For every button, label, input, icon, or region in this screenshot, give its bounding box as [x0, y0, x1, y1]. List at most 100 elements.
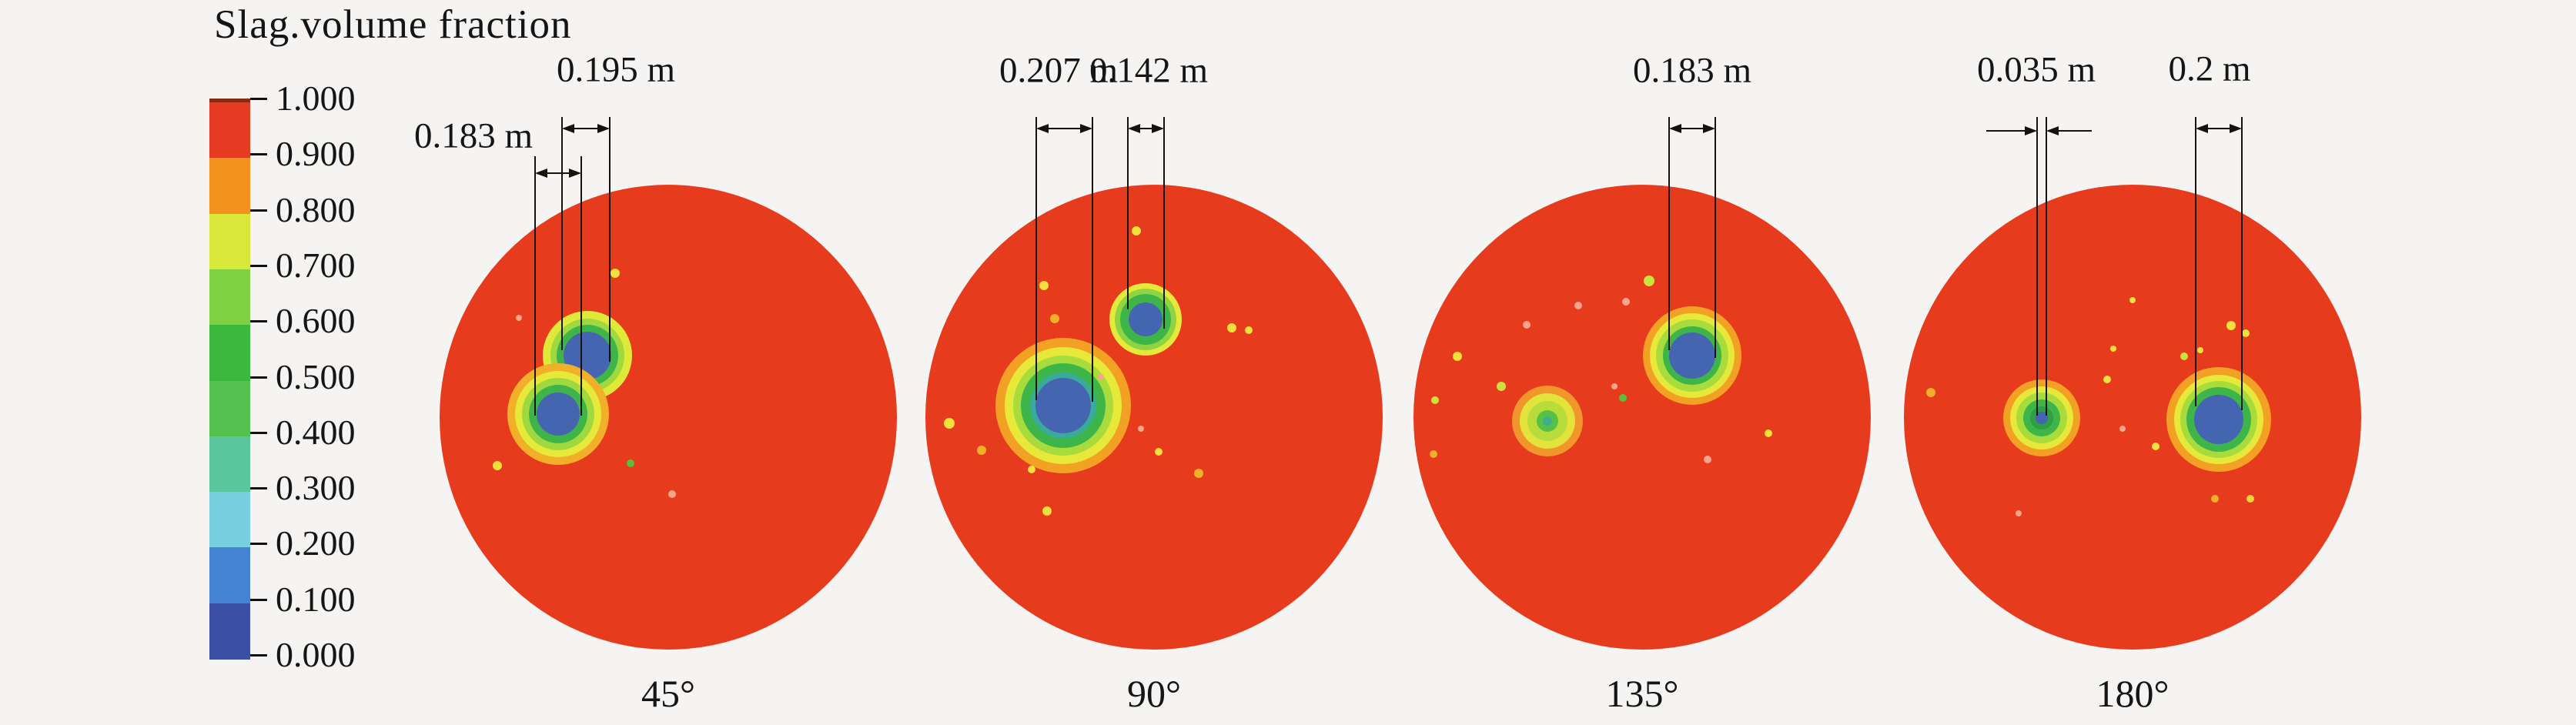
dimension-line: [1715, 117, 1716, 358]
colorbar-label: 0.200: [276, 523, 356, 563]
speckle-dot: [2110, 346, 2116, 352]
dimension-arrowhead-left: [1669, 124, 1681, 133]
dimension-arrow-shaft: [2198, 128, 2240, 129]
speckle-dot: [1431, 396, 1439, 404]
speckle-dot: [1497, 382, 1506, 391]
dimension-line: [580, 156, 582, 416]
colorbar-tick: [250, 209, 267, 212]
colorbar-segment: [209, 158, 250, 215]
angle-label: 45°: [641, 672, 695, 715]
colorbar-segment: [209, 492, 250, 549]
speckle-dot: [2129, 297, 2136, 303]
speckle-dot: [2016, 510, 2022, 516]
dimension-arrowhead-left: [535, 169, 547, 178]
speckle-dot: [1611, 383, 1618, 389]
speckle-dot: [1042, 506, 1052, 516]
dimension-line: [1668, 117, 1670, 350]
colorbar-label: 0.100: [276, 579, 356, 619]
colorbar-tick: [250, 654, 267, 657]
speckle-dot: [1098, 374, 1104, 380]
colorbar-segment: [209, 325, 250, 382]
speckle-dot: [2152, 443, 2159, 450]
colorbar-tick: [250, 320, 267, 323]
colorbar-segment: [209, 547, 250, 604]
speckle-dot: [1039, 281, 1049, 290]
speckle-dot: [1644, 276, 1654, 286]
speckle-dot: [611, 269, 620, 278]
colorbar-tick: [250, 487, 267, 490]
cross-section-circle: [925, 185, 1383, 650]
colorbar-label: 0.800: [276, 189, 356, 229]
angle-label: 180°: [2096, 672, 2170, 715]
dimension-arrowhead-right: [1152, 124, 1164, 133]
dimension-line: [2241, 117, 2243, 410]
colorbar-segment: [209, 603, 250, 660]
speckle-dot: [493, 461, 502, 470]
dimension-arrowhead-left: [562, 124, 574, 133]
angle-label: 90°: [1127, 672, 1181, 715]
dimension-arrowhead-left: [2196, 124, 2208, 133]
cross-section-circle: [1904, 185, 2361, 650]
speckle-dot: [2180, 352, 2188, 360]
speckle-dot: [1050, 314, 1059, 323]
dimension-line: [561, 117, 563, 350]
dimension-extension-left: [1986, 130, 2036, 132]
speckle-dot: [627, 459, 634, 467]
slag-eye-ring: [1543, 416, 1552, 426]
dimension-line: [609, 117, 611, 362]
speckle-dot: [944, 418, 955, 429]
colorbar-tick: [250, 376, 267, 379]
colorbar-label: 0.500: [276, 356, 356, 396]
speckle-dot: [977, 446, 986, 455]
colorbar-label: 0.000: [276, 635, 356, 674]
slag-eye-ring: [1669, 332, 1715, 379]
speckle-dot: [2211, 495, 2219, 503]
colorbar-label: 0.900: [276, 134, 356, 174]
dimension-label: 0.183 m: [1632, 50, 1752, 91]
speckle-dot: [2226, 321, 2236, 330]
slag-eye-ring: [2036, 412, 2048, 424]
dimension-arrowhead-right: [569, 169, 581, 178]
dimension-arrowhead-right: [1080, 124, 1092, 133]
dimension-line: [1163, 117, 1165, 329]
colorbar-tick: [250, 598, 267, 601]
speckle-dot: [1227, 323, 1236, 332]
dimension-arrowhead-right: [2230, 124, 2242, 133]
colorbar-label: 0.300: [276, 468, 356, 508]
dimension-label: 0.035 m: [1976, 49, 2096, 90]
speckle-dot: [1523, 321, 1531, 329]
figure-title: Slag.volume fraction: [214, 2, 572, 47]
speckle-dot: [1132, 226, 1141, 236]
speckle-dot: [668, 490, 676, 498]
colorbar-label: 1.000: [276, 79, 356, 118]
dimension-arrowhead-right: [2046, 126, 2059, 135]
speckle-dot: [1453, 352, 1462, 361]
speckle-dot: [2246, 495, 2254, 503]
speckle-dot: [1155, 448, 1163, 456]
dimension-label: 0.2 m: [2168, 48, 2251, 89]
dimension-arrow-shaft: [1671, 128, 1713, 129]
dimension-line: [2046, 117, 2047, 416]
speckle-dot: [516, 315, 522, 321]
speckle-dot: [2197, 347, 2203, 353]
speckle-dot: [1926, 388, 1935, 397]
dimension-arrowhead-left: [1036, 124, 1049, 133]
colorbar-tick: [250, 153, 267, 156]
dimension-arrowhead-left: [1128, 124, 1140, 133]
dimension-line: [1092, 117, 1093, 402]
speckle-dot: [1028, 466, 1035, 473]
speckle-dot: [1430, 450, 1437, 458]
dimension-arrowhead-right: [597, 124, 610, 133]
dimension-arrowhead-right: [1703, 124, 1715, 133]
dimension-line: [534, 156, 536, 416]
dimension-label: 0.142 m: [1089, 50, 1209, 91]
speckle-dot: [2242, 329, 2250, 337]
dimension-line: [2036, 117, 2038, 416]
dimension-line: [1035, 117, 1037, 400]
dimension-extension-right: [2048, 130, 2092, 132]
speckle-dot: [1619, 394, 1627, 402]
colorbar-segment: [209, 269, 250, 326]
speckle-dot: [1574, 302, 1582, 309]
colorbar-segment: [209, 436, 250, 493]
